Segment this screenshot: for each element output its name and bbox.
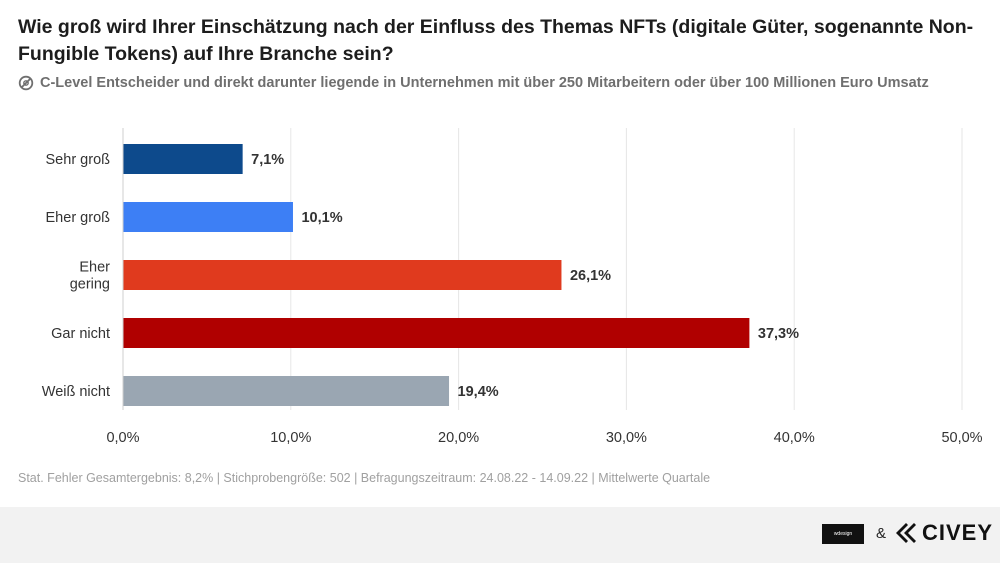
x-tick-label: 40,0% (774, 430, 815, 446)
chart-title: Wie groß wird Ihrer Einschätzung nach de… (18, 16, 974, 65)
bar (123, 376, 450, 406)
category-label: Eher groß (46, 210, 111, 226)
bar (123, 202, 293, 232)
x-tick-label: 0,0% (106, 430, 139, 446)
bar (123, 318, 750, 348)
civey-wordmark: CIVEY (922, 520, 994, 545)
x-tick-label: 20,0% (438, 430, 479, 446)
target-group-icon (18, 75, 34, 91)
bar (123, 260, 562, 290)
partner-logo: wdesign (822, 524, 864, 544)
x-tick-label: 30,0% (606, 430, 647, 446)
ampersand: & (876, 525, 887, 542)
footer-bar: wdesign & CIVEY (0, 507, 1000, 563)
value-label: 19,4% (458, 384, 499, 400)
civey-mark-icon (896, 523, 916, 543)
civey-logo: CIVEY (894, 520, 993, 546)
category-label: Eher gering (70, 260, 110, 293)
x-tick-label: 50,0% (941, 430, 982, 446)
bar-chart: 0,0% 10,0% 20,0% 30,0% 40,0% 50,0% Sehr groß 7,… (42, 128, 983, 446)
subtitle-row: C-Level Entscheider und direkt darunter … (18, 73, 929, 93)
bar (123, 144, 243, 174)
footnote: Stat. Fehler Gesamtergebnis: 8,2% | Stic… (18, 471, 711, 485)
category-label: Sehr groß (46, 152, 111, 168)
category-label: Gar nicht (51, 326, 110, 342)
x-tick-label: 10,0% (270, 430, 311, 446)
value-label: 7,1% (251, 152, 284, 168)
value-label: 37,3% (758, 326, 799, 342)
chart-subtitle: C-Level Entscheider und direkt darunter … (40, 75, 929, 91)
value-label: 10,1% (301, 210, 342, 226)
category-label: Weiß nicht (42, 384, 110, 400)
value-label: 26,1% (570, 268, 611, 284)
